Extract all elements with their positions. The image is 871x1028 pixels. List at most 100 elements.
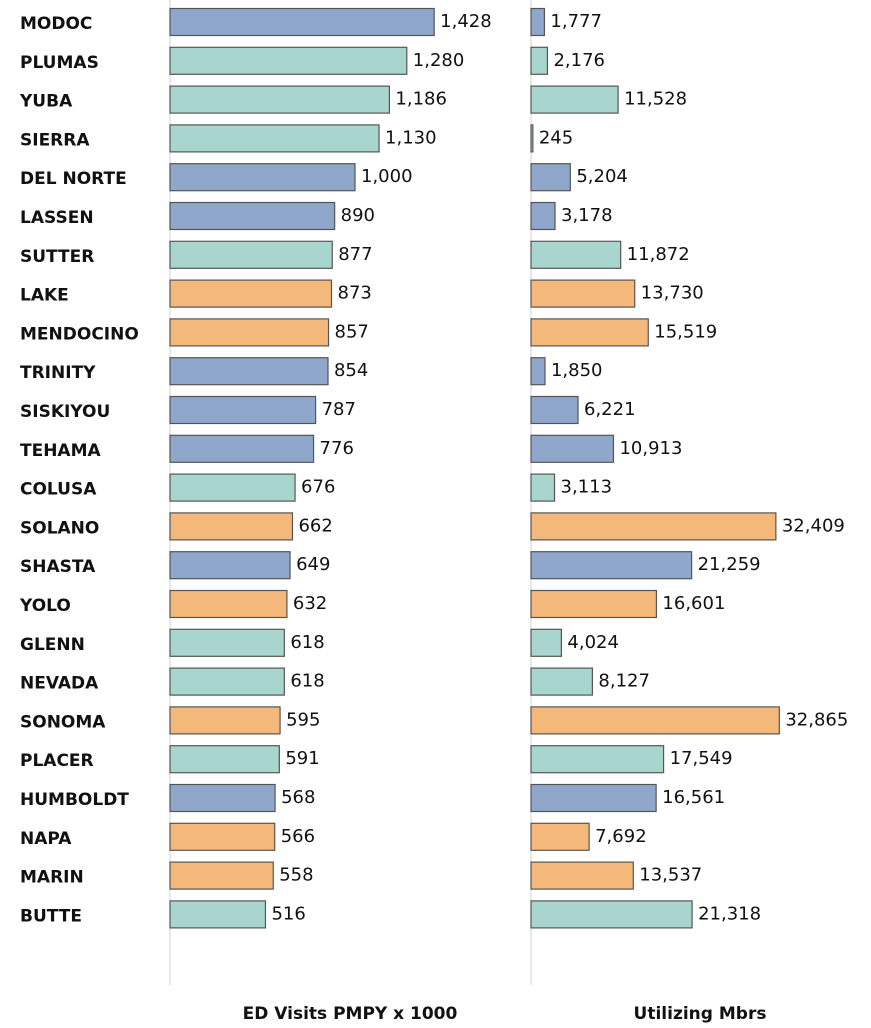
bar — [530, 628, 563, 657]
bar — [169, 745, 280, 774]
category-label: NEVADA — [20, 674, 99, 694]
bar — [169, 900, 267, 929]
category-label: BUTTE — [20, 906, 82, 926]
value-label: 618 — [290, 671, 324, 692]
bar — [169, 861, 274, 890]
value-label: 10,913 — [619, 438, 682, 459]
value-label: 618 — [290, 632, 324, 653]
value-label: 1,428 — [440, 11, 492, 32]
bar — [530, 706, 780, 735]
bar — [169, 822, 276, 851]
value-label: 32,865 — [785, 709, 848, 730]
bar — [530, 7, 546, 37]
bar — [530, 667, 594, 696]
category-label: SONOMA — [20, 712, 106, 732]
category-label: SIERRA — [20, 130, 90, 150]
value-label: 1,130 — [385, 127, 437, 148]
value-label: 1,186 — [395, 89, 447, 110]
bar — [530, 745, 665, 774]
bar — [169, 279, 333, 308]
category-label: LAKE — [20, 286, 69, 306]
bar — [169, 318, 330, 347]
value-label: 13,537 — [639, 865, 702, 886]
value-label: 245 — [539, 127, 573, 148]
value-label: 854 — [334, 360, 368, 381]
value-label: 873 — [338, 283, 372, 304]
value-label: 632 — [293, 593, 327, 614]
value-label: 591 — [285, 748, 319, 769]
bar — [530, 861, 634, 890]
category-label: COLUSA — [20, 480, 97, 500]
bar — [169, 667, 285, 696]
value-label: 2,176 — [553, 50, 605, 71]
category-label: PLACER — [20, 751, 94, 771]
category-label: SHASTA — [20, 557, 96, 577]
value-label: 3,178 — [561, 205, 613, 226]
bar — [169, 7, 435, 37]
bar — [530, 85, 619, 114]
value-label: 32,409 — [782, 515, 845, 536]
value-label: 787 — [322, 399, 356, 420]
category-label: MENDOCINO — [20, 324, 139, 344]
category-label: HUMBOLDT — [20, 790, 129, 810]
value-label: 7,692 — [595, 826, 647, 847]
value-label: 15,519 — [654, 321, 717, 342]
value-label: 6,221 — [584, 399, 636, 420]
category-label: NAPA — [20, 829, 72, 849]
bar — [169, 589, 288, 619]
value-label: 649 — [296, 554, 330, 575]
bar — [530, 551, 693, 580]
bar — [169, 240, 333, 269]
value-label: 1,850 — [551, 360, 603, 381]
bar — [530, 124, 534, 153]
bar — [530, 434, 615, 463]
value-label: 13,730 — [641, 283, 704, 304]
bar — [530, 201, 556, 231]
value-label: 890 — [341, 205, 375, 226]
bar — [169, 628, 285, 657]
value-label: 595 — [286, 709, 320, 730]
bar — [169, 46, 408, 75]
value-label: 1,777 — [550, 11, 602, 32]
bar — [530, 395, 579, 425]
value-label: 8,127 — [598, 671, 650, 692]
value-label: 4,024 — [567, 632, 619, 653]
bar — [169, 706, 281, 735]
bar — [530, 589, 658, 619]
value-label: 21,259 — [698, 554, 761, 575]
value-label: 877 — [338, 244, 372, 265]
category-label: MODOC — [20, 14, 92, 34]
value-label: 857 — [335, 321, 369, 342]
value-label: 558 — [279, 865, 313, 886]
category-label: YUBA — [19, 92, 73, 112]
category-label: DEL NORTE — [20, 169, 127, 189]
category-label: GLENN — [20, 635, 85, 655]
bar — [530, 783, 657, 813]
category-label: YOLO — [19, 596, 71, 616]
bar — [169, 163, 356, 192]
bar — [169, 124, 380, 153]
value-label: 16,601 — [662, 593, 725, 614]
bar — [169, 473, 296, 502]
bar — [530, 279, 636, 308]
category-label: TEHAMA — [20, 441, 102, 461]
category-label: SOLANO — [20, 518, 99, 538]
bar — [530, 473, 556, 502]
axis-title: Utilizing Mbrs — [634, 1004, 767, 1024]
value-label: 16,561 — [662, 787, 725, 808]
bar — [530, 46, 549, 75]
bar — [169, 551, 291, 580]
bar — [530, 318, 649, 347]
bar — [169, 357, 329, 386]
value-label: 11,528 — [624, 89, 687, 110]
category-label: SISKIYOU — [20, 402, 110, 422]
value-label: 11,872 — [627, 244, 690, 265]
category-label: SUTTER — [20, 247, 94, 267]
category-label: TRINITY — [20, 363, 96, 383]
value-label: 676 — [301, 477, 335, 498]
value-label: 1,000 — [361, 166, 413, 187]
bar — [169, 783, 276, 813]
value-label: 21,318 — [698, 903, 761, 924]
bar — [169, 85, 391, 114]
